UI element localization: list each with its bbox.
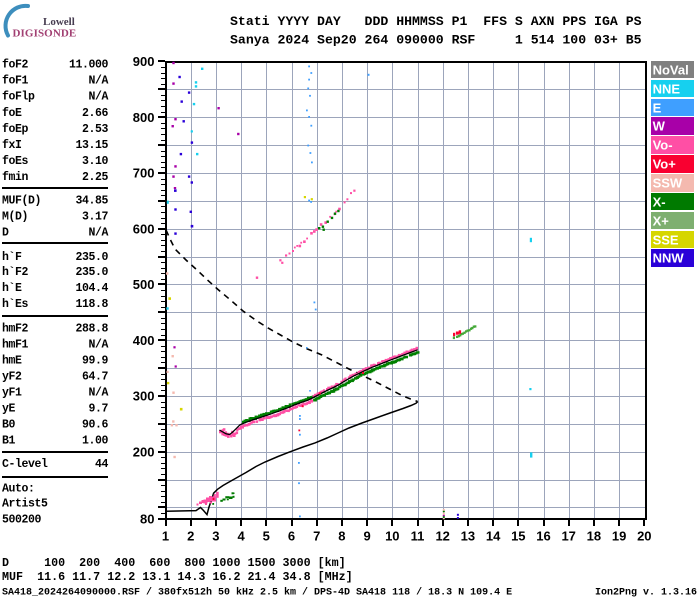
svg-text:235.0: 235.0	[75, 251, 108, 264]
svg-text:h`Es: h`Es	[2, 298, 29, 311]
svg-text:5: 5	[263, 529, 270, 544]
svg-text:foF1: foF1	[2, 75, 29, 88]
svg-text:500200: 500200	[2, 513, 42, 526]
svg-text:C-level: C-level	[2, 458, 48, 471]
svg-text:800: 800	[133, 110, 155, 125]
svg-text:yF2: yF2	[2, 370, 22, 383]
svg-text:8: 8	[338, 529, 345, 544]
svg-text:10: 10	[385, 529, 399, 544]
svg-text:Sanya 2024 Sep20 264 090000 RS: Sanya 2024 Sep20 264 090000 RSF 1 514 10…	[230, 32, 642, 47]
svg-text:7: 7	[313, 529, 320, 544]
svg-text:235.0: 235.0	[75, 266, 108, 279]
svg-text:Stati YYYY DAY DDD HHMMSS P1: Stati YYYY DAY DDD HHMMSS P1 FFS S AXN P…	[230, 14, 642, 29]
svg-text:B1: B1	[2, 434, 16, 447]
svg-text:1: 1	[162, 529, 169, 544]
svg-text:16: 16	[536, 529, 550, 544]
svg-text:2.66: 2.66	[82, 107, 109, 120]
svg-text:foEp: foEp	[2, 123, 29, 136]
svg-text:288.8: 288.8	[75, 322, 108, 335]
svg-text:fxI: fxI	[2, 139, 22, 152]
svg-text:yF1: yF1	[2, 386, 22, 399]
svg-text:14: 14	[486, 529, 501, 544]
svg-text:foE: foE	[2, 107, 22, 120]
svg-text:SSW: SSW	[653, 175, 683, 190]
svg-text:h`F: h`F	[2, 251, 22, 264]
svg-text:M(D): M(D)	[2, 210, 28, 223]
svg-text:SA418_2024264090000.RSF / 380f: SA418_2024264090000.RSF / 380fx512h 50 k…	[2, 586, 512, 598]
svg-text:fmin: fmin	[2, 171, 29, 184]
svg-text:90.6: 90.6	[82, 418, 109, 431]
svg-text:3.17: 3.17	[82, 210, 109, 223]
svg-text:NoVal: NoVal	[653, 62, 689, 77]
svg-text:foF2: foF2	[2, 59, 29, 72]
svg-text:34.85: 34.85	[75, 194, 108, 207]
svg-text:DIGISONDE: DIGISONDE	[13, 28, 77, 40]
svg-text:yE: yE	[2, 402, 16, 415]
svg-text:80: 80	[140, 511, 154, 526]
svg-text:N/A: N/A	[88, 386, 108, 399]
svg-text:2: 2	[187, 529, 194, 544]
svg-text:Vo+: Vo+	[653, 156, 677, 171]
svg-text:Artist5: Artist5	[2, 498, 48, 511]
svg-text:2.25: 2.25	[82, 171, 109, 184]
svg-text:900: 900	[133, 54, 155, 69]
svg-text:300: 300	[133, 389, 155, 404]
svg-text:9: 9	[363, 529, 370, 544]
svg-text:20: 20	[637, 529, 651, 544]
svg-text:200: 200	[133, 445, 155, 460]
svg-text:11: 11	[411, 529, 425, 544]
svg-text:11.000: 11.000	[69, 59, 109, 72]
svg-text:N/A: N/A	[88, 226, 108, 239]
svg-text:500: 500	[133, 277, 155, 292]
svg-text:NNE: NNE	[653, 81, 681, 96]
svg-text:64.7: 64.7	[82, 370, 109, 383]
svg-text:D: D	[2, 226, 9, 239]
svg-text:104.4: 104.4	[75, 282, 108, 295]
svg-text:700: 700	[133, 166, 155, 181]
svg-text:400: 400	[133, 333, 155, 348]
svg-text:Auto:: Auto:	[2, 482, 35, 495]
svg-text:Lowell: Lowell	[43, 16, 75, 28]
svg-text:600: 600	[133, 222, 155, 237]
svg-text:Vo-: Vo-	[653, 137, 673, 152]
svg-text:h`F2: h`F2	[2, 266, 29, 279]
svg-text:18: 18	[587, 529, 601, 544]
svg-text:E: E	[653, 100, 662, 115]
svg-text:2.53: 2.53	[82, 123, 109, 136]
svg-text:h`E: h`E	[2, 282, 22, 295]
svg-text:N/A: N/A	[88, 91, 108, 104]
svg-text:4: 4	[237, 529, 245, 544]
svg-text:N/A: N/A	[88, 338, 108, 351]
svg-text:9.7: 9.7	[88, 402, 108, 415]
svg-text:X+: X+	[653, 213, 670, 228]
svg-text:W: W	[653, 118, 666, 133]
svg-text:MUF 11.6 11.7 12.2 13.1 14.3: MUF 11.6 11.7 12.2 13.1 14.3 16.2 21.4 3…	[2, 570, 353, 584]
svg-text:hmE: hmE	[2, 354, 22, 367]
svg-text:1.00: 1.00	[82, 434, 109, 447]
svg-text:Ion2Png v. 1.3.16: Ion2Png v. 1.3.16	[595, 587, 697, 598]
svg-text:D 100 200 400 600 800: D 100 200 400 600 800 1000 1500 3000 [km…	[2, 556, 346, 570]
svg-text:foEs: foEs	[2, 155, 29, 168]
svg-text:99.9: 99.9	[82, 354, 109, 367]
svg-text:19: 19	[612, 529, 626, 544]
svg-text:44: 44	[95, 458, 109, 471]
svg-text:NNW: NNW	[653, 250, 685, 265]
svg-text:3: 3	[212, 529, 219, 544]
svg-text:B0: B0	[2, 418, 16, 431]
svg-text:hmF1: hmF1	[2, 338, 29, 351]
svg-text:foFlp: foFlp	[2, 91, 35, 104]
svg-text:3.10: 3.10	[82, 155, 109, 168]
svg-text:13: 13	[461, 529, 475, 544]
svg-text:6: 6	[288, 529, 295, 544]
svg-text:X-: X-	[653, 194, 666, 209]
svg-text:15: 15	[511, 529, 525, 544]
svg-text:N/A: N/A	[88, 75, 108, 88]
svg-text:17: 17	[561, 529, 575, 544]
svg-text:MUF(D): MUF(D)	[2, 194, 41, 207]
svg-text:hmF2: hmF2	[2, 322, 29, 335]
svg-text:13.15: 13.15	[75, 139, 108, 152]
svg-text:118.8: 118.8	[75, 298, 108, 311]
svg-text:SSE: SSE	[653, 232, 679, 247]
svg-text:12: 12	[435, 529, 449, 544]
